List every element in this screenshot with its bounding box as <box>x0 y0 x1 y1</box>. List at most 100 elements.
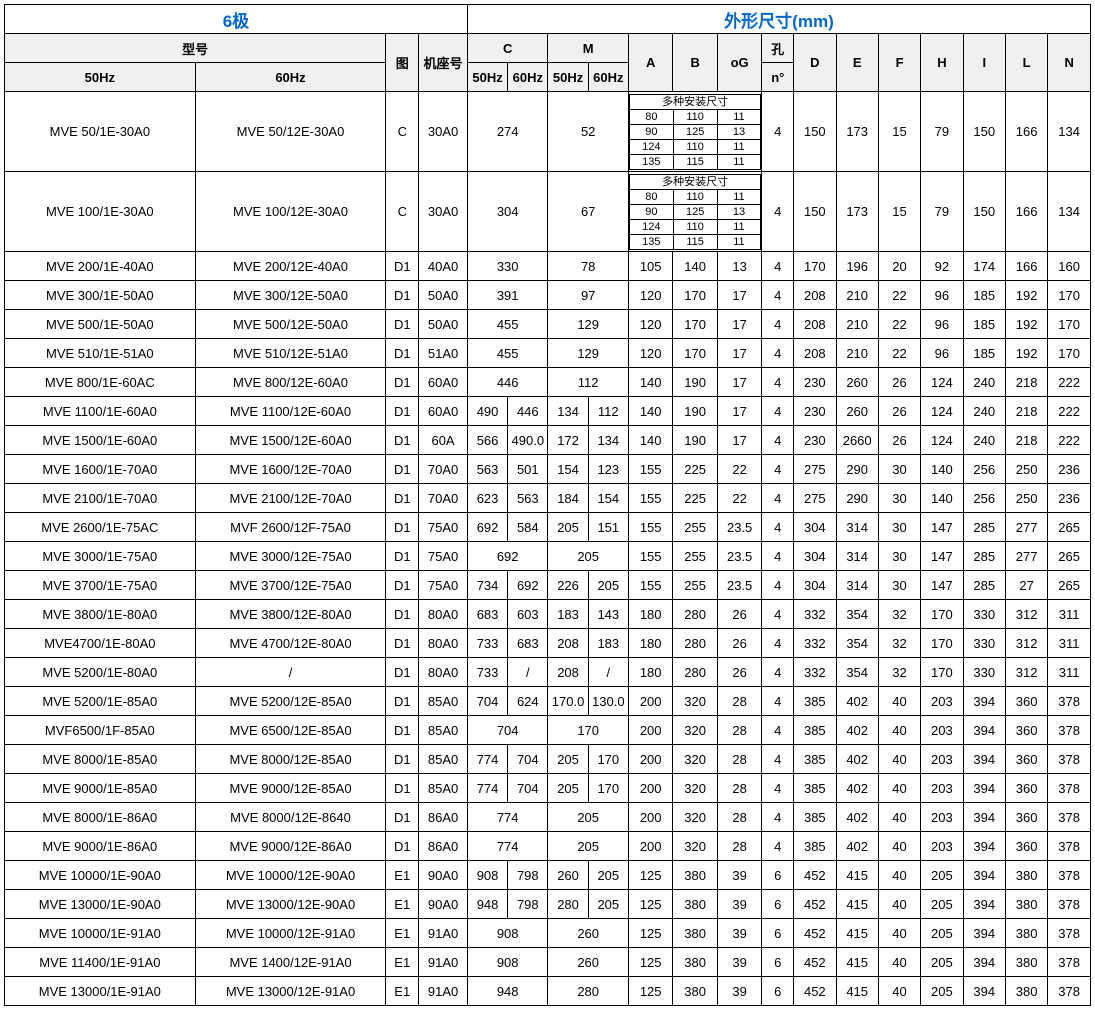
cell: MVE 9000/1E-86A0 <box>5 832 196 861</box>
table-row: MVE 9000/1E-86A0MVE 9000/12E-86A0D186A07… <box>5 832 1091 861</box>
hdr-A: A <box>628 34 672 92</box>
cell: 17 <box>717 339 761 368</box>
cell: 314 <box>836 542 878 571</box>
multi-cell: 13 <box>717 124 761 139</box>
cell: 415 <box>836 861 878 890</box>
cell: 180 <box>628 600 672 629</box>
cell: 51A0 <box>419 339 468 368</box>
hdr-H: H <box>921 34 963 92</box>
cell: 320 <box>673 716 717 745</box>
cell: 260 <box>548 861 588 890</box>
cell: 265 <box>1048 513 1091 542</box>
cell: 26 <box>878 368 920 397</box>
cell: 23.5 <box>717 571 761 600</box>
cell: MVE 200/1E-40A0 <box>5 252 196 281</box>
cell: 173 <box>836 92 878 172</box>
cell: MVE 10000/1E-91A0 <box>5 919 196 948</box>
cell: MVE 13000/12E-91A0 <box>195 977 386 1006</box>
multi-cell: 110 <box>673 109 717 124</box>
cell: 151 <box>588 513 628 542</box>
hdr-right: 外形尺寸(mm) <box>467 5 1090 34</box>
cell: MVE 800/12E-60A0 <box>195 368 386 397</box>
cell: 4 <box>762 484 794 513</box>
cell: 4 <box>762 803 794 832</box>
cell: E1 <box>386 890 419 919</box>
hdr-mhz50: 50Hz <box>548 63 588 92</box>
cell: 304 <box>794 571 836 600</box>
cell: 378 <box>1048 745 1091 774</box>
table-header: 6极 外形尺寸(mm) 型号 图 机座号 C M A B oG 孔 D E F … <box>5 5 1091 92</box>
cell: 185 <box>963 310 1005 339</box>
cell: 210 <box>836 339 878 368</box>
cell: 236 <box>1048 484 1091 513</box>
cell: 183 <box>548 600 588 629</box>
cell: 6 <box>762 948 794 977</box>
multi-cell: 124 <box>629 139 673 154</box>
cell: 312 <box>1005 600 1047 629</box>
cell: 378 <box>1048 774 1091 803</box>
cell: 112 <box>588 397 628 426</box>
cell: 908 <box>467 919 548 948</box>
cell: 380 <box>673 861 717 890</box>
cell: 452 <box>794 890 836 919</box>
cell: 200 <box>628 803 672 832</box>
cell: 798 <box>508 861 548 890</box>
cell: MVE 8000/1E-86A0 <box>5 803 196 832</box>
cell: 85A0 <box>419 716 468 745</box>
cell: MVE 3700/1E-75A0 <box>5 571 196 600</box>
cell: 274 <box>467 92 548 172</box>
cell: MVE 500/1E-50A0 <box>5 310 196 339</box>
cell: 17 <box>717 310 761 339</box>
cell: 17 <box>717 368 761 397</box>
cell: 190 <box>673 426 717 455</box>
cell: 147 <box>921 542 963 571</box>
cell: 28 <box>717 745 761 774</box>
cell: 203 <box>921 803 963 832</box>
hdr-m60: 60Hz <box>195 63 386 92</box>
cell: 240 <box>963 426 1005 455</box>
cell: 320 <box>673 745 717 774</box>
cell: 312 <box>1005 658 1047 687</box>
cell: MVE 2100/1E-70A0 <box>5 484 196 513</box>
cell: 172 <box>548 426 588 455</box>
table-row: MVE 9000/1E-85A0MVE 9000/12E-85A0D185A07… <box>5 774 1091 803</box>
cell: D1 <box>386 281 419 310</box>
cell: 150 <box>963 92 1005 172</box>
cell: 170 <box>1048 310 1091 339</box>
cell: 30 <box>878 571 920 600</box>
cell: 39 <box>717 977 761 1006</box>
multi-cell: 124 <box>629 219 673 234</box>
cell: 40 <box>878 745 920 774</box>
cell: 683 <box>467 600 507 629</box>
cell: 320 <box>673 774 717 803</box>
cell: 208 <box>548 658 588 687</box>
cell: MVF6500/1F-85A0 <box>5 716 196 745</box>
cell: D1 <box>386 339 419 368</box>
cell: 28 <box>717 803 761 832</box>
cell: 415 <box>836 890 878 919</box>
cell: 256 <box>963 484 1005 513</box>
cell: 155 <box>628 455 672 484</box>
cell: 208 <box>794 310 836 339</box>
cell: 260 <box>836 368 878 397</box>
cell: 92 <box>921 252 963 281</box>
cell: 22 <box>717 455 761 484</box>
cell: MVE 2600/1E-75AC <box>5 513 196 542</box>
cell: 196 <box>836 252 878 281</box>
cell: 332 <box>794 600 836 629</box>
cell: 563 <box>467 455 507 484</box>
cell: MVE 2100/12E-70A0 <box>195 484 386 513</box>
cell: 260 <box>836 397 878 426</box>
cell: 378 <box>1048 890 1091 919</box>
hdr-jizuo: 机座号 <box>419 34 468 92</box>
cell: 28 <box>717 832 761 861</box>
cell: 4 <box>762 368 794 397</box>
cell: 130.0 <box>588 687 628 716</box>
cell: 79 <box>921 172 963 252</box>
cell: 170 <box>548 716 629 745</box>
cell: 23.5 <box>717 513 761 542</box>
cell: 90A0 <box>419 890 468 919</box>
cell: 4 <box>762 716 794 745</box>
cell: 402 <box>836 745 878 774</box>
cell: 230 <box>794 368 836 397</box>
